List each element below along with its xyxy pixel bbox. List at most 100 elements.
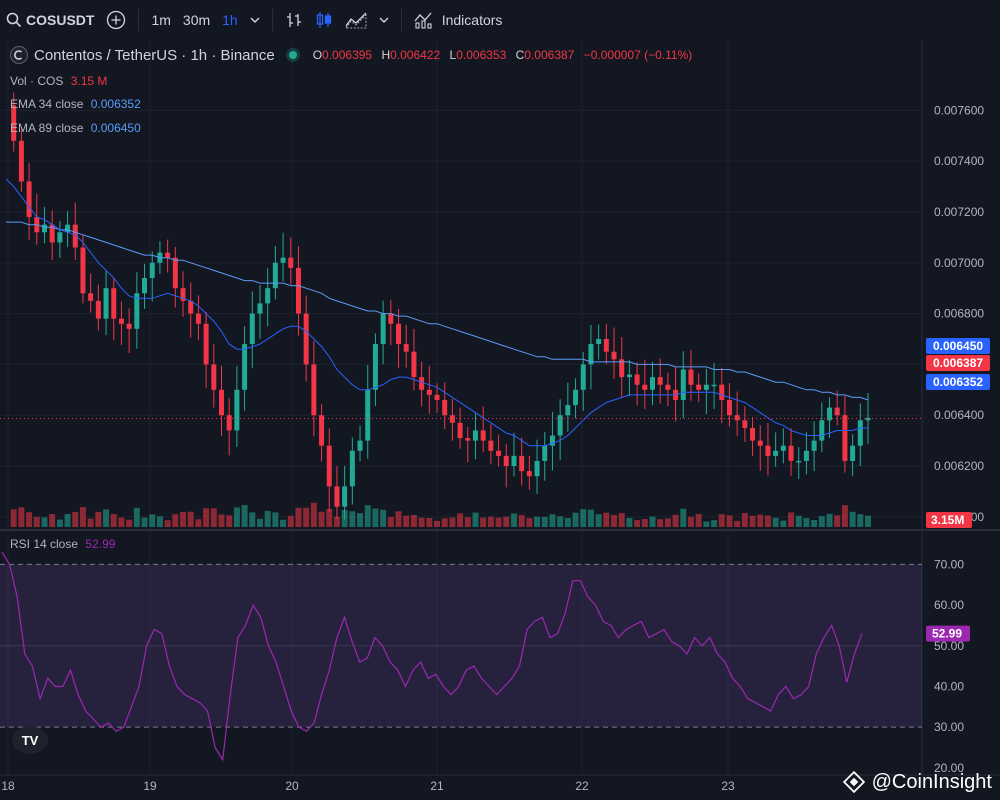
candle-body — [142, 278, 148, 294]
area-style-button[interactable] — [339, 0, 373, 40]
candle-body — [596, 338, 602, 345]
price-chart[interactable]: 0.007600 0.007400 0.007200 0.007000 0.006800… — [0, 40, 1000, 800]
chart-style-dropdown[interactable] — [373, 0, 395, 40]
candle-body — [865, 417, 871, 421]
volume-bar — [395, 511, 402, 527]
candle-body — [226, 415, 232, 431]
rsi-legend[interactable]: RSI 14 close 52.99 — [10, 537, 115, 551]
tradingview-logo[interactable]: TV — [12, 726, 48, 754]
add-symbol-icon — [107, 10, 126, 30]
volume-bar — [210, 508, 217, 527]
volume-bar — [510, 513, 517, 527]
interval-30m[interactable]: 30m — [182, 12, 211, 28]
diamond-logo-icon — [842, 770, 865, 794]
volume-bar — [557, 516, 564, 527]
time-tick-label: 19 — [143, 779, 157, 793]
volume-bar — [457, 513, 464, 527]
volume-bar — [426, 517, 433, 527]
candle-body — [496, 450, 502, 456]
candle-body — [634, 374, 640, 385]
candle-body — [465, 438, 471, 441]
volume-bar — [664, 518, 671, 527]
candle-body — [165, 252, 171, 258]
candle-body — [195, 313, 201, 324]
volume-bar — [403, 515, 410, 527]
rsi-tick-label: 60.00 — [934, 598, 964, 612]
candle-body — [411, 351, 417, 378]
volume-bar — [826, 513, 833, 527]
volume-bar — [518, 515, 525, 527]
indicators-label: Indicators — [441, 12, 503, 28]
volume-bar — [126, 519, 133, 527]
watermark-text: @CoinInsight — [871, 770, 992, 793]
candle-body — [203, 323, 209, 365]
candle-body — [18, 140, 24, 182]
candle-body — [49, 224, 55, 243]
price-tick-label: 0.007200 — [934, 205, 984, 219]
candles-style-button[interactable] — [309, 0, 339, 40]
candle-body — [41, 224, 47, 233]
volume-bar — [156, 516, 163, 527]
volume-bar — [695, 513, 702, 527]
price-label-tag — [926, 338, 990, 354]
volume-bar — [734, 520, 741, 527]
candle-body — [365, 389, 371, 441]
volume-bar — [364, 505, 371, 527]
ema89-legend[interactable]: EMA 89 close 0.006450 — [10, 121, 141, 135]
volume-bar — [495, 517, 502, 527]
rsi-legend-label: RSI 14 close — [10, 537, 79, 551]
candle-body — [396, 323, 402, 345]
candle-body — [211, 364, 217, 390]
bars-style-button[interactable] — [279, 0, 309, 40]
candle-body — [249, 313, 255, 345]
price-tick-label: 0.007000 — [934, 256, 984, 270]
candle-body — [834, 407, 840, 416]
candle-body — [126, 323, 132, 329]
volume-bar — [564, 518, 571, 527]
volume-bar — [718, 514, 725, 527]
volume-bar — [749, 515, 756, 527]
ema34-legend[interactable]: EMA 34 close 0.006352 — [10, 97, 141, 111]
volume-bar — [549, 514, 556, 527]
candle-body — [703, 384, 709, 390]
high-value: 0.006422 — [390, 48, 441, 62]
compare-button[interactable] — [100, 0, 132, 40]
interval-dropdown[interactable] — [244, 0, 266, 40]
volume-bar — [387, 516, 394, 527]
candle-body — [403, 344, 409, 352]
area-chart-icon — [344, 12, 367, 29]
candle-body — [303, 313, 309, 365]
bars-icon — [286, 13, 301, 27]
volume-bar — [303, 507, 310, 527]
candle-body — [773, 450, 779, 456]
volume-bar — [587, 509, 594, 527]
volume-bar — [357, 513, 364, 527]
candle-body — [719, 384, 725, 400]
volume-bar — [241, 505, 248, 527]
rsi-value-tag — [926, 625, 970, 642]
volume-bar — [711, 520, 718, 527]
volume-bar — [841, 505, 848, 527]
volume-legend[interactable]: Vol · COS 3.15 M — [10, 74, 107, 88]
candle-body — [580, 364, 586, 390]
volume-bar — [141, 517, 148, 527]
candle-body — [642, 384, 648, 390]
volume-bar — [310, 502, 317, 527]
candle-body — [449, 415, 455, 423]
candle-body — [295, 267, 301, 314]
symbol-name: COSUSDT — [26, 12, 95, 28]
volume-bar — [372, 508, 379, 527]
volume-bar — [95, 511, 102, 527]
volume-bar — [603, 512, 610, 527]
candle-body — [626, 374, 632, 378]
indicators-button[interactable]: Indicators — [408, 0, 509, 40]
volume-bar — [172, 514, 179, 527]
interval-1h[interactable]: 1h — [222, 12, 238, 28]
candle-body — [780, 445, 786, 451]
interval-1m[interactable]: 1m — [151, 12, 171, 28]
candle-body — [272, 262, 278, 289]
candle-body — [11, 105, 17, 141]
symbol-search[interactable]: COSUSDT — [0, 0, 100, 40]
candle-body — [519, 455, 525, 472]
price-tick-label: 0.007600 — [934, 103, 984, 117]
